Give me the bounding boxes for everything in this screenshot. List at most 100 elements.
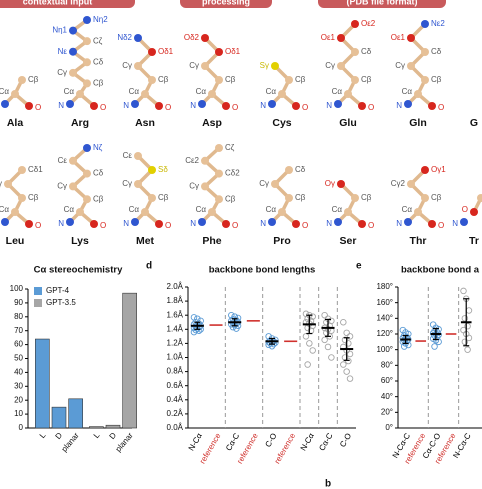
atom (334, 100, 342, 108)
atom-label: Cγ (259, 179, 269, 188)
atom (421, 166, 429, 174)
atom-label: N (123, 101, 129, 110)
data-point (302, 333, 310, 340)
x-tick-label: Cα-C (224, 431, 241, 452)
residue: Phe NCα O Cβ Cγ Cδ2 Cε2 Cζ (185, 143, 240, 247)
atom-label: Cε (58, 156, 68, 165)
atom (198, 100, 206, 108)
atom (351, 194, 359, 202)
atom (148, 166, 156, 174)
atom-label: N (326, 101, 332, 110)
atom-label: Cγ (122, 179, 132, 188)
bar (89, 426, 104, 429)
data-point (460, 287, 467, 295)
atom (83, 16, 91, 24)
y-tick-label: 0.4Å (167, 395, 184, 404)
atom (344, 90, 352, 98)
atom-label: Oε1 (321, 33, 336, 42)
x-tick-label: L (38, 430, 48, 440)
bar (51, 406, 67, 429)
atom-label: N (260, 101, 266, 110)
atom-label: Cδ (93, 57, 104, 66)
chart-title: backbone bond a (401, 265, 480, 276)
atom (271, 180, 279, 188)
atom (76, 208, 84, 216)
y-tick-label: 40 (14, 368, 23, 377)
data-point (340, 319, 347, 326)
panel-letter: e (356, 261, 362, 272)
atom (69, 68, 77, 77)
data-point (431, 343, 438, 350)
banner (0, 0, 135, 8)
atom (76, 90, 84, 98)
y-tick-label: 0.6Å (167, 381, 184, 390)
atom-label: Nη1 (52, 26, 67, 35)
atom-label: Cγ (189, 182, 199, 191)
y-tick-label: 1.6Å (167, 310, 184, 319)
atom-label: N (190, 101, 196, 110)
atom-label: Cε2 (185, 156, 199, 165)
atom (414, 90, 422, 98)
y-tick-label: 10 (14, 409, 23, 418)
data-point (192, 326, 199, 334)
atom-label: Oγ1 (431, 165, 446, 174)
atom-label: O (100, 221, 106, 230)
atom-label: Cγ (395, 61, 405, 70)
y-tick-label: 1.0Å (167, 353, 184, 362)
data-point (304, 361, 311, 368)
atom-label: N (123, 219, 129, 228)
x-tick-label: N-Cα (187, 431, 204, 452)
atom-label: Cδ (361, 47, 372, 56)
atom (407, 34, 415, 42)
atom (208, 90, 216, 98)
atom (428, 220, 436, 228)
bar (68, 398, 83, 429)
data-point (460, 326, 467, 334)
atom-label: Cα (129, 205, 140, 214)
atom-label: Oδ1 (158, 47, 174, 56)
atom-label: N (58, 101, 64, 110)
atom-label: O (232, 103, 238, 112)
atom (351, 48, 359, 56)
y-tick-label: 140° (376, 313, 393, 322)
panel-letter: d (146, 261, 152, 272)
atom-label: Sγ (260, 61, 269, 70)
data-point (346, 333, 354, 340)
data-point (321, 311, 328, 319)
atom-label: Cγ (0, 179, 2, 188)
y-tick-label: 60° (381, 376, 393, 385)
atom-label: Cγ (57, 182, 67, 191)
residue-name: Phe (202, 235, 221, 247)
atom (83, 37, 91, 46)
atom-label: Cα (266, 87, 277, 96)
residue-name: Gln (409, 117, 427, 129)
y-tick-label: 80 (14, 312, 23, 321)
atom (407, 180, 415, 188)
atom (278, 90, 286, 98)
atom-label: N (452, 219, 458, 228)
atom (69, 156, 77, 165)
atom (268, 100, 276, 108)
atom (428, 102, 436, 110)
atom (141, 208, 149, 216)
atom (292, 220, 300, 228)
atom (83, 58, 91, 67)
data-point (461, 338, 469, 346)
bar (105, 424, 121, 429)
atom-label: O (302, 103, 308, 112)
atom (421, 48, 429, 56)
atom-label: Cα (402, 205, 413, 214)
residue-name: Thr (410, 235, 427, 247)
data-point (464, 322, 471, 330)
atom (278, 208, 286, 216)
data-point (233, 320, 240, 327)
atom-label: Cγ (122, 61, 132, 70)
legend-label: GPT-4 (46, 286, 70, 295)
atom (421, 194, 429, 202)
atom-label: O (438, 103, 444, 112)
atom-label: Cα (196, 205, 207, 214)
atom (351, 76, 359, 84)
atom-label: O (35, 221, 41, 230)
atom-label: Cβ (431, 75, 442, 84)
residue-name: G (470, 117, 478, 129)
